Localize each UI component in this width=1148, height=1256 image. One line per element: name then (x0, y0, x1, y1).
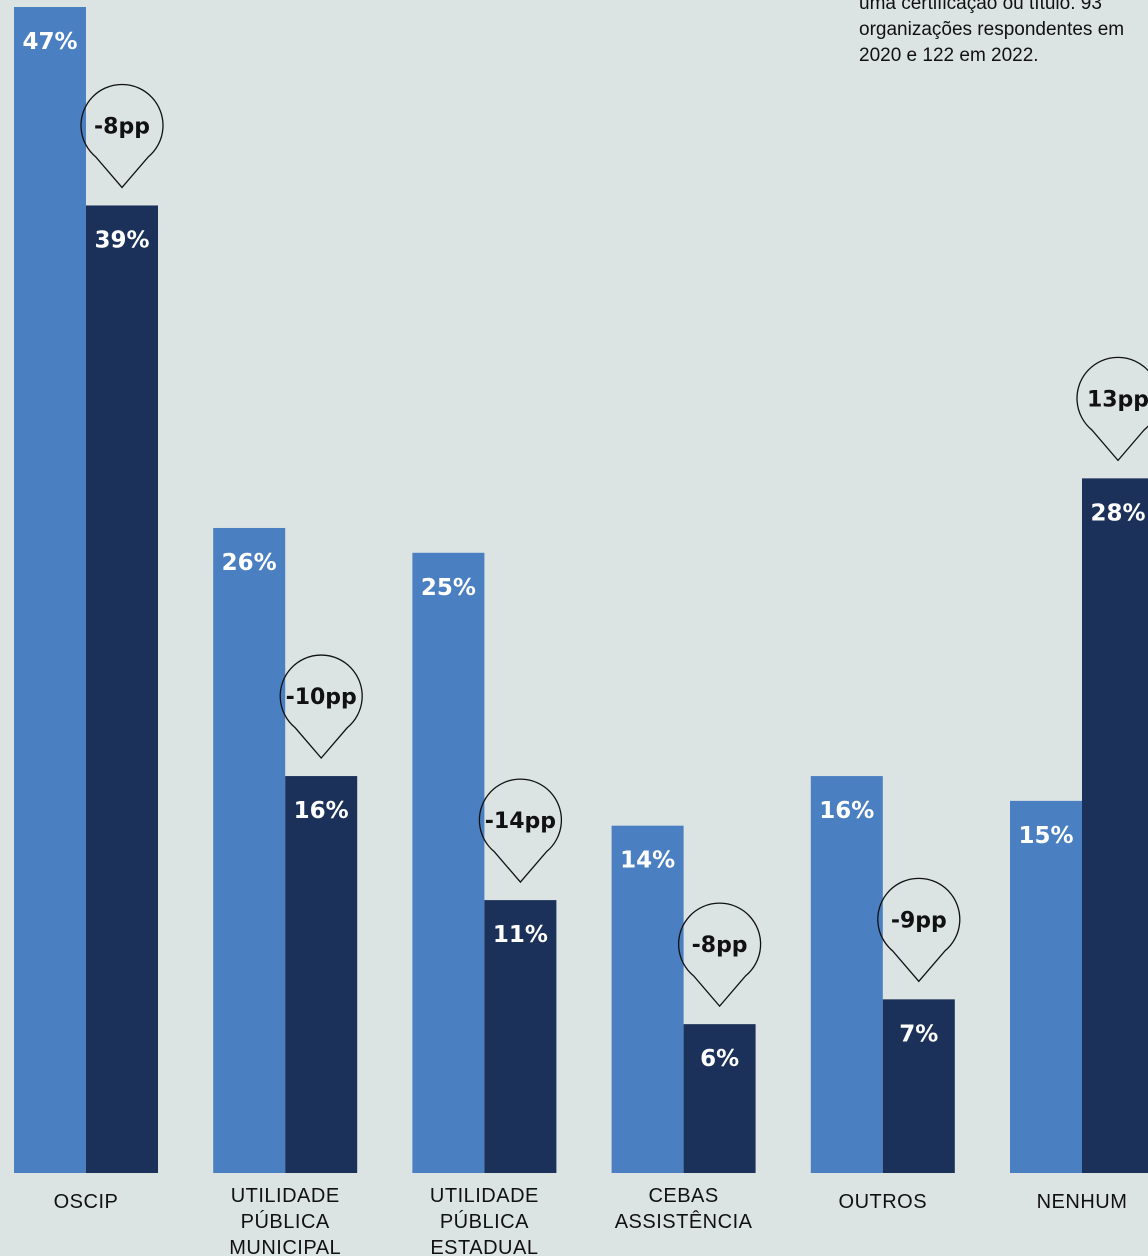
category-label: PÚBLICA (440, 1210, 529, 1233)
bars-layer: 47% 39% 26% 16% 25% 11% 14% 6% 16% 7% 15% 28% (14, 7, 1148, 1173)
difference-pin-icon (80, 83, 164, 189)
bar-value-label: 47% (22, 29, 77, 55)
bar-2020 (1010, 800, 1082, 1173)
bar-value-label: 39% (94, 227, 149, 253)
difference-label: -8pp (94, 114, 150, 139)
difference-pin-icon (478, 778, 563, 884)
difference-pin-icon (877, 877, 961, 983)
bar-2020 (14, 7, 86, 1173)
difference-pin-icon (1076, 356, 1148, 462)
bar-value-label: 7% (899, 1021, 938, 1047)
bar-value-label: 11% (493, 922, 548, 948)
category-label: PÚBLICA (241, 1210, 330, 1233)
bar-2022 (285, 776, 358, 1173)
bar-value-label: 15% (1018, 823, 1073, 849)
difference-markers-layer: -8pp -10pp -14pp -8pp -9pp 13pp (80, 83, 1148, 1008)
bar-2022 (484, 900, 557, 1173)
bar-value-label: 26% (222, 550, 277, 576)
category-label: OUTROS (839, 1191, 928, 1213)
category-label: MUNICIPAL (229, 1237, 341, 1256)
difference-label: -8pp (692, 933, 748, 958)
bar-2020 (611, 825, 684, 1173)
bar-2022 (882, 999, 955, 1173)
bar-value-label: 14% (620, 848, 675, 874)
difference-label: 13pp (1087, 387, 1148, 412)
category-label: NENHUM (1037, 1191, 1128, 1213)
bar-2020 (213, 527, 286, 1173)
chart-note-line: 2020 e 122 em 2022. (859, 45, 1039, 66)
bar-2022 (683, 1024, 756, 1173)
category-label: ESTADUAL (430, 1237, 538, 1256)
category-label: OSCIP (54, 1191, 119, 1213)
chart-note-line: organizações respondentes em (859, 19, 1125, 40)
chart-note-line: uma certificação ou título. 93 (859, 0, 1102, 14)
bar-value-label: 16% (819, 798, 874, 824)
bar-value-label: 16% (294, 798, 349, 824)
difference-pin-icon (279, 654, 363, 760)
bar-2022 (86, 205, 158, 1173)
category-label: UTILIDADE (430, 1185, 539, 1207)
chart-note: uma certificação ou título. 93 organizaç… (859, 0, 1148, 69)
bar-value-label: 25% (421, 575, 476, 601)
category-labels-layer: OSCIP UTILIDADE PÚBLICA MUNICIPAL UTILIDADE P… (54, 1185, 1128, 1256)
category-label: ASSISTÊNCIA (615, 1210, 753, 1233)
category-label: CEBAS (648, 1185, 718, 1207)
bar-2020 (412, 552, 485, 1173)
category-label: UTILIDADE (231, 1185, 340, 1207)
difference-pin-icon (677, 902, 762, 1008)
bar-2022 (1082, 478, 1148, 1173)
difference-label: -14pp (485, 809, 556, 834)
bar-2020 (810, 776, 883, 1173)
bar-value-label: 28% (1090, 500, 1145, 526)
difference-label: -10pp (286, 685, 357, 710)
difference-label: -9pp (891, 908, 947, 933)
bar-value-label: 6% (700, 1046, 739, 1072)
